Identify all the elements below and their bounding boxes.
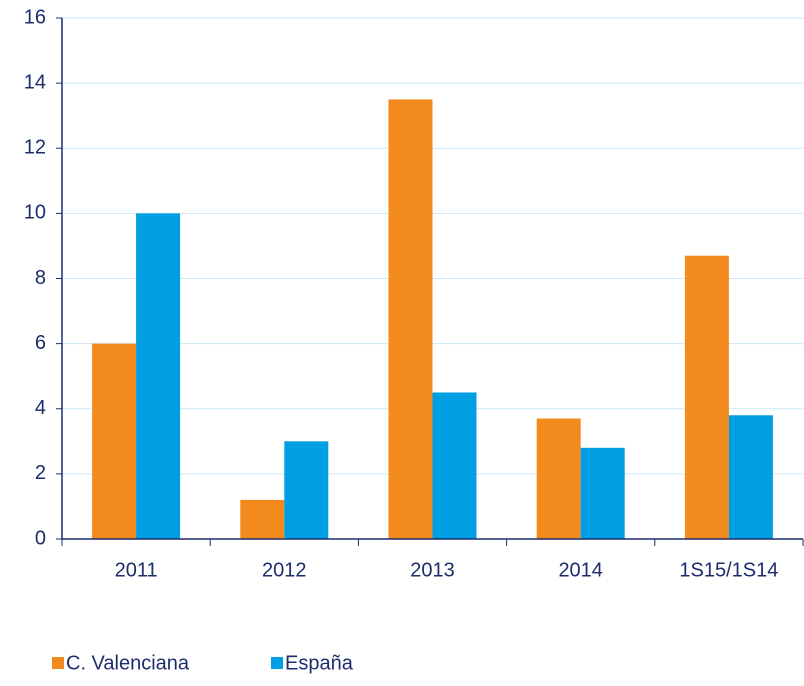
bar	[432, 392, 477, 539]
bar	[728, 415, 773, 539]
bar	[136, 213, 181, 539]
bar	[240, 499, 285, 539]
bar	[536, 418, 581, 539]
legend-label: C. Valenciana	[66, 652, 190, 674]
x-tick-label: 2013	[410, 559, 455, 581]
bar	[684, 255, 729, 540]
bar	[92, 343, 137, 539]
x-tick-label: 2014	[558, 559, 603, 581]
legend-label: España	[285, 652, 354, 674]
bar	[580, 447, 625, 539]
y-tick-label: 4	[35, 397, 46, 419]
bar	[284, 441, 329, 539]
y-tick-label: 16	[24, 6, 46, 28]
bar	[388, 99, 433, 539]
y-tick-label: 12	[24, 137, 46, 159]
y-tick-label: 8	[35, 267, 46, 289]
legend-swatch	[271, 657, 283, 669]
x-tick-label: 2011	[115, 559, 158, 581]
y-tick-label: 14	[24, 71, 46, 93]
x-tick-label: 1S15/1S14	[679, 559, 778, 581]
legend-swatch	[52, 657, 64, 669]
y-tick-label: 6	[35, 332, 46, 354]
y-tick-label: 2	[35, 462, 46, 484]
x-tick-label: 2012	[262, 559, 307, 581]
y-tick-label: 0	[35, 527, 46, 549]
y-tick-label: 10	[24, 202, 46, 224]
